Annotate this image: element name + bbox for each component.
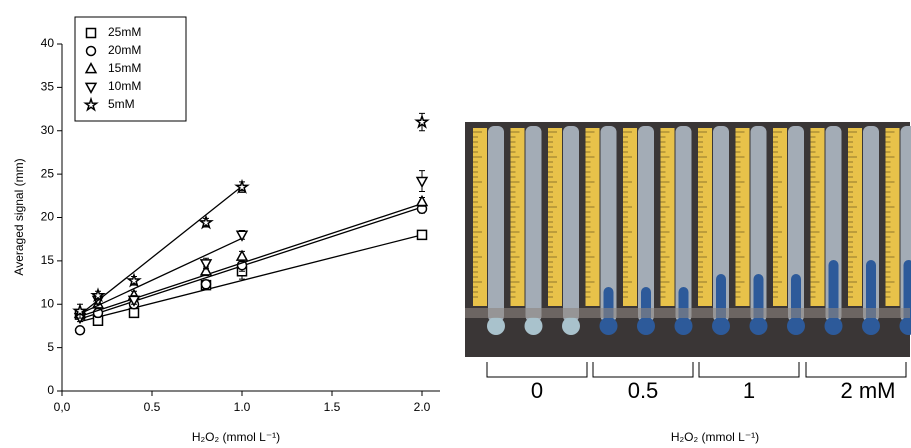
ruler <box>585 128 600 306</box>
ruler <box>810 128 825 306</box>
bulb <box>599 317 618 335</box>
legend-marker <box>84 62 98 74</box>
legend-marker <box>83 96 99 112</box>
bulb <box>637 317 655 335</box>
bulb <box>824 317 843 335</box>
ruler <box>735 128 750 306</box>
y-tick-label: 30 <box>41 123 55 137</box>
x-tick-label: 1.5 <box>324 400 341 414</box>
bracket <box>486 362 588 378</box>
legend-marker <box>85 27 97 39</box>
bulb <box>862 317 880 335</box>
y-tick-label: 10 <box>41 296 55 310</box>
x-tick-label: 0.5 <box>144 400 161 414</box>
ruler <box>848 128 862 306</box>
marker <box>235 230 249 242</box>
blue-fill <box>828 260 839 322</box>
marker <box>199 259 213 271</box>
tube <box>713 126 729 322</box>
photo-x-label: H₂O₂ (mmol L⁻¹) <box>671 430 759 444</box>
photo <box>465 122 911 357</box>
ruler <box>623 128 637 306</box>
group-label: 0 <box>531 378 543 403</box>
tube <box>675 126 692 322</box>
x-tick-label: 2.0 <box>414 400 431 414</box>
ruler <box>885 128 900 306</box>
x-axis-label: H₂O₂ (mmol L⁻¹) <box>192 430 280 444</box>
x-tick-label: 1.0 <box>234 400 251 414</box>
blue-fill <box>866 260 876 322</box>
y-tick-label: 0 <box>47 383 54 397</box>
marker <box>198 214 214 230</box>
marker <box>416 229 428 241</box>
tube <box>788 126 804 322</box>
blue-fill <box>903 260 911 322</box>
marker <box>415 194 429 207</box>
bulb <box>787 317 805 335</box>
y-tick-label: 15 <box>41 253 55 267</box>
legend-label: 20mM <box>108 43 141 57</box>
group-label: 1 <box>743 378 755 403</box>
bracket <box>805 362 907 378</box>
y-tick-label: 35 <box>41 80 55 94</box>
ruler <box>473 128 487 306</box>
marker <box>126 272 142 288</box>
tube <box>600 126 617 322</box>
marker <box>234 178 250 194</box>
y-tick-label: 5 <box>47 340 54 354</box>
tube <box>563 126 579 322</box>
legend-label: 5mM <box>108 97 135 111</box>
legend-label: 10mM <box>108 79 141 93</box>
photo-strip <box>465 308 910 318</box>
y-tick-label: 40 <box>41 36 55 50</box>
bulb <box>749 317 768 335</box>
group-label: 2 mM <box>841 378 896 403</box>
tube <box>750 126 767 322</box>
marker <box>128 307 140 319</box>
bulb <box>674 317 693 335</box>
marker <box>200 279 212 290</box>
y-tick-label: 25 <box>41 166 55 180</box>
bulb <box>524 317 543 335</box>
marker <box>72 302 88 318</box>
y-tick-label: 20 <box>41 210 55 224</box>
ruler <box>660 128 675 306</box>
fit-line <box>79 237 243 315</box>
bulb <box>712 317 730 335</box>
marker <box>414 113 430 129</box>
legend-marker <box>85 45 97 57</box>
ruler <box>698 128 712 306</box>
x-tick-label: 0,0 <box>54 400 71 414</box>
bracket <box>698 362 800 378</box>
marker <box>127 295 141 307</box>
legend-marker <box>84 82 98 94</box>
marker <box>415 176 429 189</box>
marker <box>235 249 249 261</box>
ruler <box>548 128 562 306</box>
bulb <box>562 317 580 335</box>
tube <box>525 126 542 322</box>
tube <box>638 126 654 322</box>
legend-label: 25mM <box>108 25 141 39</box>
tube <box>488 126 504 322</box>
ruler <box>773 128 787 306</box>
bulb <box>487 317 505 335</box>
y-axis-label: Averaged signal (mm) <box>12 158 26 275</box>
legend-label: 15mM <box>108 61 141 75</box>
ruler <box>510 128 525 306</box>
marker <box>74 325 86 336</box>
fit-line <box>79 185 243 316</box>
bracket <box>592 362 694 378</box>
marker <box>90 287 106 303</box>
group-label: 0.5 <box>628 378 659 403</box>
